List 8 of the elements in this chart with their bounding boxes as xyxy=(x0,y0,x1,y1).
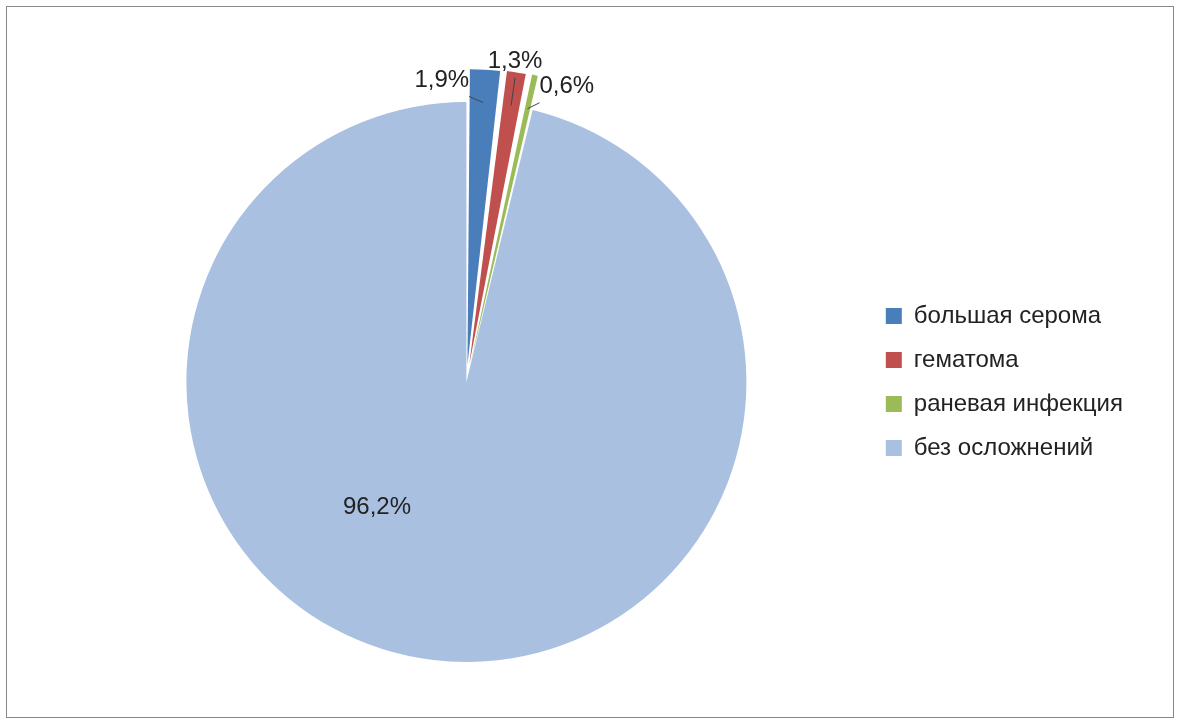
data-label: 96,2% xyxy=(342,492,412,520)
data-label: 0,6% xyxy=(539,71,595,99)
legend-label: раневая инфекция xyxy=(913,388,1124,416)
legend-label: без осложнений xyxy=(913,432,1094,460)
legend-label: большая серома xyxy=(913,300,1102,328)
legend-label: гематома xyxy=(913,344,1020,372)
data-label: 1,9% xyxy=(414,65,470,93)
data-label: 1,3% xyxy=(487,46,543,74)
